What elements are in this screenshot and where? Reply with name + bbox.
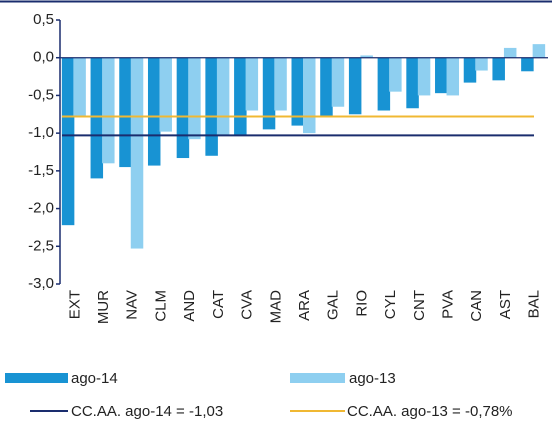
bar [262,57,276,130]
bar [389,57,402,92]
bar [234,57,247,136]
x-tick-label: PVA [439,290,456,319]
bar [303,57,316,134]
bar [291,57,304,126]
bar [446,57,460,96]
y-tick-label: -2,5 [28,237,54,254]
bar [90,57,104,179]
x-tick-label: MUR [95,290,112,324]
x-tick-label: CNT [411,290,428,321]
legend-label: ago-13 [349,370,396,387]
y-tick-label: 0,5 [33,11,54,28]
bar [188,57,201,140]
bar [61,57,75,226]
x-tick-label: GAL [325,290,342,320]
y-tick-label: 0,0 [33,49,54,66]
bar [274,57,287,111]
bar [130,57,144,249]
x-tick-label: ARA [296,290,313,321]
x-tick-label: CLM [152,290,169,322]
x-tick-label: CAN [468,290,485,322]
legend-label: CC.AA. ago-13 = -0,78% [347,403,513,420]
bar [205,57,218,156]
y-tick-label: -1,5 [28,162,54,179]
x-tick-label: AST [497,290,514,319]
bar [159,57,172,132]
bar [503,47,517,58]
x-tick-label: BAL [526,290,543,318]
x-tick-label: MAD [267,290,284,324]
bar [377,57,391,111]
bar [406,57,419,109]
x-tick-label: CVA [239,290,256,320]
x-tick-label: CYL [382,290,399,319]
x-tick-label: NAV [124,290,141,320]
bar [463,57,477,83]
y-tick-label: -1,0 [28,124,54,141]
bar [348,57,362,115]
legend-swatch [5,373,68,383]
bar [147,57,161,166]
bar [331,57,345,107]
bar [492,57,505,81]
legend-swatch [290,373,345,383]
bar [119,57,132,168]
bar [521,57,534,72]
bar [102,57,115,164]
x-tick-label: EXT [66,290,83,319]
bar [417,57,431,96]
bar [73,57,86,117]
bar [245,57,259,111]
bar [360,55,373,58]
y-tick-label: -3,0 [28,275,54,292]
legend-label: CC.AA. ago-14 = -1,03 [71,403,223,420]
bar [176,57,190,159]
x-tick-label: AND [181,290,198,322]
y-tick-label: -0,5 [28,86,54,103]
x-tick-label: CAT [210,290,227,319]
bar [532,44,546,58]
bar [320,57,333,117]
bar [435,57,448,94]
legend-label: ago-14 [71,370,118,387]
bar [216,57,230,136]
bar [475,57,488,71]
x-tick-label: RIO [353,290,370,317]
y-tick-label: -2,0 [28,200,54,217]
